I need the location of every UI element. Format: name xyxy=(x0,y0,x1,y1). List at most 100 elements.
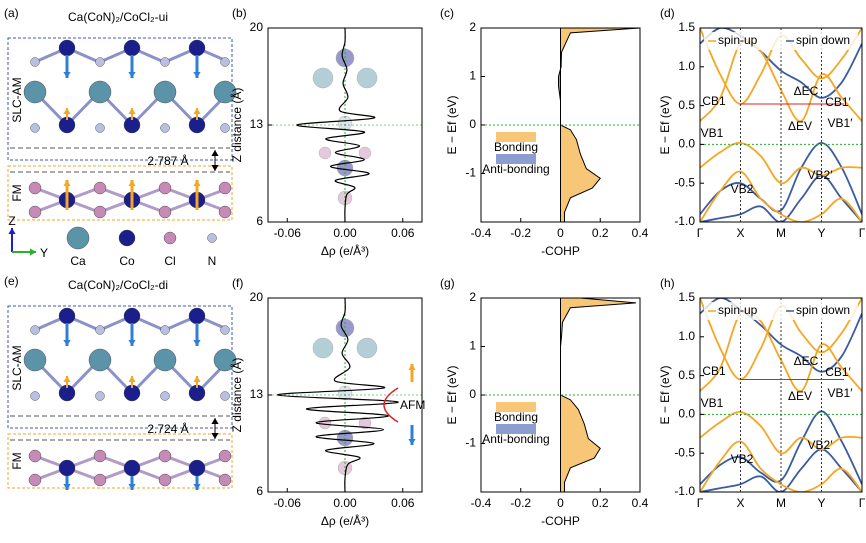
atom xyxy=(188,307,206,325)
atom xyxy=(337,115,353,131)
atom xyxy=(312,337,334,359)
atom-label: Ca xyxy=(70,254,86,268)
atom xyxy=(95,123,105,133)
atom-label: Cl xyxy=(164,254,175,268)
x-tick-label: 0.2 xyxy=(592,226,609,240)
axis-name: Z xyxy=(8,214,15,228)
panel-label: (h) xyxy=(660,276,675,290)
legend-swatch xyxy=(496,132,536,142)
band-annotation: VB1′ xyxy=(828,386,854,400)
band-annotation: VB1′ xyxy=(828,116,854,130)
band-annotation: ΔEC xyxy=(794,84,819,98)
x-tick-label: -0.4 xyxy=(471,226,492,240)
band xyxy=(700,141,862,215)
atom-label: Co xyxy=(119,254,135,268)
atom xyxy=(158,473,172,487)
atom xyxy=(58,307,76,325)
y-tick-label: 13 xyxy=(250,387,264,401)
annotation: AFM xyxy=(400,398,425,412)
arrow-head xyxy=(63,108,71,114)
panel-label: (g) xyxy=(440,276,455,290)
legend-box xyxy=(704,32,858,50)
band xyxy=(700,410,862,485)
layer-box xyxy=(7,433,233,489)
panel-label: (d) xyxy=(660,6,675,20)
atom xyxy=(220,123,230,133)
band-annotation: CB1′ xyxy=(825,365,851,379)
x-tick-label: Γ xyxy=(859,496,866,510)
atom xyxy=(66,226,90,250)
band-annotation: VB2′ xyxy=(808,168,834,182)
y-tick-label: 6 xyxy=(256,484,263,498)
x-tick-label: M xyxy=(776,496,786,510)
atom xyxy=(28,473,42,487)
atom xyxy=(213,80,237,104)
legend-label: spin down xyxy=(796,303,850,317)
atom xyxy=(23,80,47,104)
atom xyxy=(158,449,172,463)
charge-curve xyxy=(296,27,376,223)
legend-label: Anti-bonding xyxy=(482,162,549,176)
x-axis-label: -COHP xyxy=(541,244,580,258)
y-axis-label: E − Ef (eV) xyxy=(658,95,672,154)
panel-label: (b) xyxy=(232,6,247,20)
y-tick-label: 0.0 xyxy=(678,407,695,421)
x-tick-label: 0.06 xyxy=(391,496,415,510)
panel-label: (c) xyxy=(440,6,454,20)
y-tick-label: 20 xyxy=(250,20,264,34)
band xyxy=(700,170,862,222)
atom xyxy=(188,459,206,477)
cohp-curve xyxy=(558,27,641,222)
arrow-head xyxy=(128,484,136,490)
y-tick-label: -1 xyxy=(465,436,476,450)
x-axis-label: Δρ (e/Å³) xyxy=(321,513,369,528)
distance-label: 2.787 Å xyxy=(147,153,188,168)
band xyxy=(700,448,862,492)
arrow-head xyxy=(8,228,16,234)
y-tick-label: 0.0 xyxy=(678,137,695,151)
atom xyxy=(218,473,232,487)
x-tick-label: Y xyxy=(817,496,825,510)
arrow-head xyxy=(193,376,201,382)
panel-label: (f) xyxy=(232,276,243,290)
arrow-head xyxy=(63,72,71,78)
band xyxy=(700,440,862,492)
y-tick-label: 1 xyxy=(469,339,476,353)
y-tick-label: -0.5 xyxy=(674,175,695,189)
atom xyxy=(93,473,107,487)
atom xyxy=(28,181,42,195)
y-tick-label: 0 xyxy=(469,117,476,131)
x-tick-label: -0.06 xyxy=(274,226,302,240)
atom xyxy=(123,39,141,57)
band-annotation: VB2 xyxy=(731,182,754,196)
layer-label: FM xyxy=(10,452,24,469)
y-axis-label: E − Ef (eV) xyxy=(658,365,672,424)
legend-swatch xyxy=(496,154,536,164)
arrow-head xyxy=(211,418,219,424)
atom xyxy=(23,348,47,372)
atom xyxy=(160,391,170,401)
x-tick-label: 0.00 xyxy=(333,226,357,240)
layer-label: FM xyxy=(10,184,24,201)
x-tick-label: -0.4 xyxy=(471,496,492,510)
band xyxy=(700,141,862,185)
band-annotation: ΔEC xyxy=(794,354,819,368)
atom xyxy=(30,57,40,67)
cohp-area xyxy=(560,298,637,492)
band-annotation: CB1 xyxy=(702,364,726,378)
atom xyxy=(358,146,372,160)
atom xyxy=(123,307,141,325)
charge-curve xyxy=(277,297,399,493)
atom xyxy=(158,181,172,195)
arrow-head xyxy=(128,72,136,78)
x-tick-label: X xyxy=(736,226,744,240)
atom xyxy=(88,80,112,104)
arrow-head xyxy=(211,150,219,156)
arrow-head xyxy=(128,108,136,114)
band-annotation: CB1 xyxy=(702,94,726,108)
structure-title: Ca(CoN)₂/CoCl₂-di xyxy=(68,278,168,292)
x-tick-label: -0.06 xyxy=(274,496,302,510)
band xyxy=(700,298,862,373)
x-tick-label: Γ xyxy=(697,226,704,240)
atom xyxy=(358,416,372,430)
